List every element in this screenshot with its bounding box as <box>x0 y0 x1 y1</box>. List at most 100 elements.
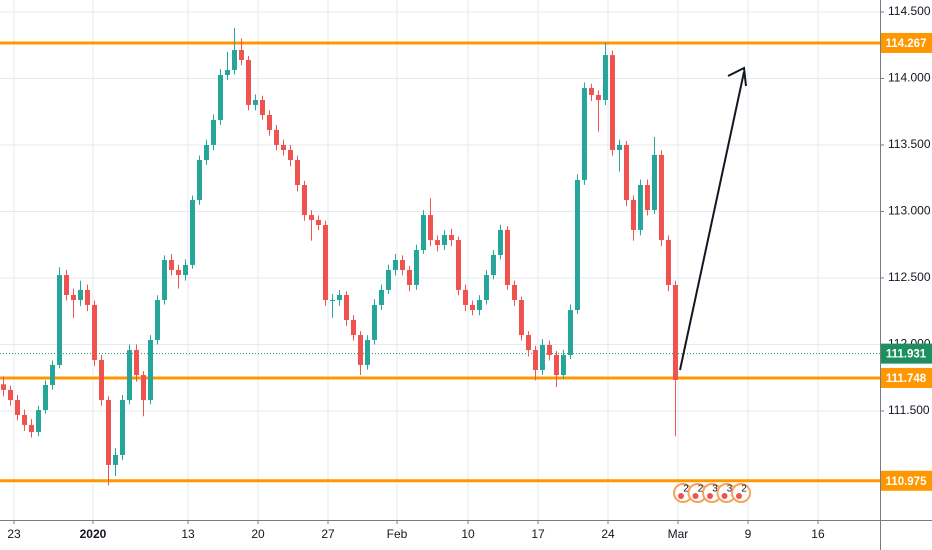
x-tick-label: 23 <box>7 527 21 541</box>
x-tick-label: 17 <box>531 527 545 541</box>
level-label-box <box>881 470 932 491</box>
candle-body <box>147 339 153 401</box>
candle-body <box>119 400 125 455</box>
x-tick-label: 13 <box>181 527 195 541</box>
event-count: 3 <box>712 484 718 495</box>
candle-body <box>476 300 482 311</box>
candle-body <box>182 264 188 276</box>
candle-body <box>329 300 335 302</box>
candle-body <box>511 285 517 301</box>
candle-body <box>469 304 475 311</box>
y-tick-label: 111.500 <box>888 403 930 417</box>
candle-body <box>98 360 104 401</box>
candle-body <box>343 294 349 320</box>
candle-body <box>532 350 538 370</box>
candle-body <box>140 375 146 401</box>
candle-body <box>126 350 132 401</box>
candle-body <box>672 285 678 380</box>
candle-body <box>588 88 594 95</box>
candle-body <box>378 289 384 305</box>
y-tick-label: 113.000 <box>888 204 931 218</box>
candle-body <box>273 129 279 145</box>
candle-body <box>630 200 636 230</box>
candle-body <box>427 215 433 241</box>
x-tick-label: Mar <box>668 527 689 541</box>
annotation <box>679 66 747 371</box>
y-tick-label: 114.500 <box>888 4 931 18</box>
candle-body <box>504 229 510 286</box>
candle-body <box>224 69 230 76</box>
candle-body <box>231 50 237 70</box>
candle-body <box>217 75 223 120</box>
candle-body <box>350 319 356 336</box>
event-dot <box>736 493 742 499</box>
candle-body <box>322 225 328 301</box>
candle-body <box>161 260 167 301</box>
candle-body <box>574 179 580 311</box>
y-tick-label: 113.500 <box>888 137 931 151</box>
event-dot <box>678 493 684 499</box>
candle-body <box>301 184 307 216</box>
candle-body <box>651 154 657 210</box>
candle-body <box>637 184 643 230</box>
x-tick-label: 10 <box>461 527 475 541</box>
candle-body <box>175 269 181 276</box>
candle-body <box>14 400 20 415</box>
candle-body <box>539 344 545 370</box>
candle-body <box>280 144 286 151</box>
x-tick-label: 20 <box>251 527 265 541</box>
y-tick-label: 112.500 <box>888 270 931 284</box>
candle-body <box>308 215 314 220</box>
candle-body <box>63 275 69 295</box>
arrow-head <box>727 66 747 87</box>
candle-body <box>616 144 622 151</box>
candle-body <box>259 100 265 116</box>
candle-body <box>77 289 83 301</box>
candle-body <box>252 100 258 105</box>
candle-body <box>0 384 6 390</box>
candle-body <box>266 115 272 130</box>
candle-body <box>399 260 405 270</box>
candle-body <box>112 454 118 465</box>
candle-body <box>189 200 195 265</box>
level-label: 114.267 <box>886 38 927 50</box>
candle-body <box>665 240 671 286</box>
candle-body <box>406 269 412 286</box>
x-tick-label: 27 <box>321 527 335 541</box>
candle-body <box>462 289 468 305</box>
candle-body <box>42 385 48 411</box>
candle-body <box>196 159 202 201</box>
candle-body <box>434 240 440 245</box>
candle-body <box>154 300 160 340</box>
candle-body <box>455 240 461 290</box>
candle-body <box>336 294 342 301</box>
candle-body <box>553 354 559 376</box>
candle-body <box>448 234 454 241</box>
price-labels: 114.267 111.748 110.975 111.931 <box>881 32 932 491</box>
candle-body <box>413 250 419 286</box>
candle-body <box>21 414 27 425</box>
x-tick-label: 24 <box>601 527 615 541</box>
level-label: 111.748 <box>886 373 927 385</box>
candle-body <box>623 144 629 201</box>
event-dot <box>707 493 713 499</box>
candle-body <box>581 88 587 180</box>
event-count: 3 <box>727 484 733 495</box>
level-label: 110.975 <box>886 476 928 488</box>
candle-body <box>441 234 447 245</box>
x-tick-label: 2020 <box>80 527 107 541</box>
candle-body <box>105 400 111 465</box>
candles <box>0 27 678 486</box>
candle-body <box>203 144 209 160</box>
levels <box>0 41 880 483</box>
candle-body <box>168 260 174 270</box>
level-label-box <box>881 367 932 388</box>
candle-body <box>56 275 62 365</box>
candle-body <box>70 294 76 301</box>
candle-body <box>546 344 552 355</box>
y-tick-label: 114.000 <box>888 71 931 85</box>
candle-body <box>560 354 566 376</box>
event-count: 2 <box>741 484 747 495</box>
